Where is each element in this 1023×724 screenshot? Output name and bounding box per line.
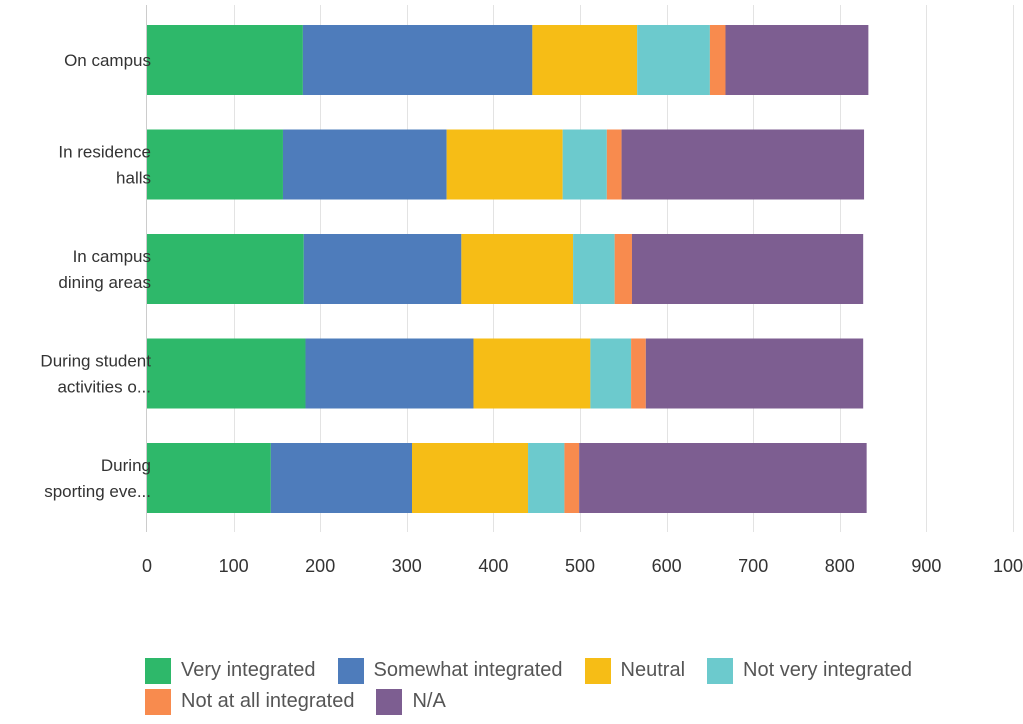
category-label: In campus [73,247,151,266]
bar-segment [147,443,271,513]
bar-segment [573,234,615,304]
legend-swatch [584,657,611,684]
bar-segment [564,443,580,513]
bar-segment [631,338,646,409]
bar-segment [270,443,412,513]
category-label: activities o... [57,378,151,397]
bar-segment [282,129,447,200]
legend-label: Neutral [620,659,686,681]
bar-segment [725,25,869,95]
bar-segment [147,234,304,304]
category-label: sporting eve... [44,482,151,501]
legend-label: Not very integrated [743,659,913,681]
x-tick-label: 400 [478,556,508,576]
bar-segment [303,234,462,304]
x-tick-label: 1000 [993,556,1023,576]
category-label: In residence [58,143,151,162]
bar-segment [614,234,632,304]
legend-swatch [145,657,171,684]
legend-label: N/A [412,690,446,712]
bar-segment [147,25,303,95]
bar-segment [606,129,622,200]
x-tick-label: 900 [911,556,941,576]
bar-segment [637,25,710,95]
bar-segment [590,338,632,409]
bar-segment [579,443,867,513]
bar-segment [461,234,574,304]
bar-segment [446,129,563,200]
category-label: halls [116,169,151,188]
bar-segment [305,338,474,409]
legend-swatch [376,688,403,715]
legend-item[interactable]: N/A [376,688,446,715]
bar-segment [411,443,529,513]
legend-swatch [145,688,171,715]
bar-segment [532,25,638,95]
chart-legend: Very integrated Somewhat integrated Neutra… [145,655,1015,717]
legend-swatch [337,657,364,684]
x-tick-label: 600 [652,556,682,576]
x-tick-label: 700 [738,556,768,576]
stacked-bar-chart: On campus In residence halls In campus dinin… [40,5,1023,576]
x-tick-label: 200 [305,556,335,576]
bar-segment [147,338,306,409]
bar-segment [302,25,533,95]
legend-label: Very integrated [181,659,316,681]
bar-segment [147,129,283,200]
legend-item[interactable]: Not at all integrated [145,688,355,715]
legend-item[interactable]: Neutral [584,657,686,684]
legend-label: Somewhat integrated [373,659,563,681]
category-label: dining areas [58,273,151,292]
x-tick-label: 0 [142,556,152,576]
bar-segment [528,443,565,513]
category-label: During student [40,352,151,371]
category-label: During [101,456,151,475]
bar-segment [645,338,864,409]
x-tick-label: 300 [392,556,422,576]
bar-segment [709,25,726,95]
bar-segment [473,338,591,409]
legend-item[interactable]: Somewhat integrated [337,657,563,684]
legend-swatch [707,657,734,684]
legend-row: Not at all integrated N/A [145,686,1015,717]
legend-item[interactable]: Not very integrated [707,657,913,684]
bar-segment [562,129,607,200]
x-tick-label: 800 [825,556,855,576]
legend-label: Not at all integrated [181,690,355,712]
x-tick-label: 500 [565,556,595,576]
x-tick-label: 100 [219,556,249,576]
bar-segment [621,129,865,200]
legend-row: Very integrated Somewhat integrated Neutra… [145,655,1015,686]
legend-item[interactable]: Very integrated [145,657,316,684]
bar-segment [631,234,864,304]
category-label: On campus [64,51,151,70]
